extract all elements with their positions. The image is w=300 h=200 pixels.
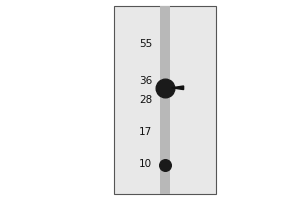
Polygon shape [172,86,184,90]
Bar [114,6,216,194]
Point [163,163,167,166]
Text: 17: 17 [139,127,152,137]
Text: 36: 36 [139,76,152,86]
Text: 55: 55 [139,39,152,49]
Bar [160,6,170,194]
Point [163,86,167,89]
Text: 28: 28 [139,95,152,105]
Text: 10: 10 [139,159,152,169]
